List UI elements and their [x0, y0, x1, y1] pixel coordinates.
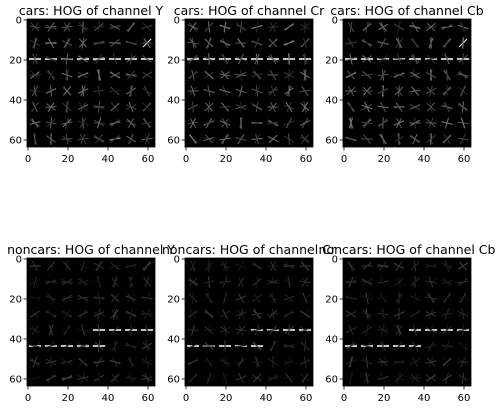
y-tick-label: 0: [174, 16, 180, 27]
y-tick-label: 0: [174, 255, 180, 266]
y-tick-label: 0: [16, 16, 22, 27]
panel-title: noncars: HOG of channel Cr: [162, 242, 337, 257]
x-tick-label: 40: [260, 154, 273, 165]
y-tick-label: 0: [16, 255, 22, 266]
hog-stroke: [131, 324, 132, 335]
y-tick-label: 40: [167, 335, 180, 346]
panel-title: cars: HOG of channel Y: [19, 3, 164, 18]
y-tick-label: 40: [167, 96, 180, 107]
panel-title: noncars: HOG of channel Y: [7, 242, 175, 257]
y-tick-label: 60: [167, 136, 180, 147]
y-tick-label: 20: [167, 295, 180, 306]
hog-image: [27, 19, 155, 147]
hog-stroke: [93, 27, 104, 28]
panel-title: cars: HOG of channel Cr: [174, 3, 325, 18]
hog-stroke: [289, 133, 290, 144]
x-tick-label: 60: [300, 393, 313, 404]
x-tick-label: 0: [183, 393, 189, 404]
y-tick-label: 60: [9, 136, 22, 147]
x-tick-label: 0: [25, 154, 31, 165]
panel-title: cars: HOG of channel Cb: [330, 3, 483, 18]
x-tick-label: 60: [142, 154, 155, 165]
hog-image: [185, 19, 313, 147]
hog-image: [343, 19, 471, 147]
hog-stroke: [289, 324, 290, 335]
y-tick-label: 60: [9, 375, 22, 386]
y-tick-label: 40: [325, 335, 338, 346]
x-tick-label: 40: [260, 393, 273, 404]
x-tick-label: 0: [25, 393, 31, 404]
y-tick-label: 20: [325, 56, 338, 67]
hog-image: [343, 258, 471, 386]
x-tick-label: 0: [183, 154, 189, 165]
hog-stroke: [45, 107, 56, 108]
hog-stroke: [51, 133, 52, 144]
panel-title: noncars: HOG of channel Cb: [319, 242, 496, 257]
x-tick-label: 20: [62, 393, 75, 404]
x-tick-label: 60: [458, 393, 471, 404]
x-tick-label: 60: [458, 154, 471, 165]
x-tick-label: 0: [341, 393, 347, 404]
y-tick-label: 60: [325, 136, 338, 147]
x-tick-label: 40: [418, 393, 431, 404]
hog-stroke: [61, 139, 72, 140]
x-tick-label: 60: [300, 154, 313, 165]
y-tick-label: 20: [9, 56, 22, 67]
x-tick-label: 0: [341, 154, 347, 165]
hog-stroke: [241, 101, 242, 112]
x-tick-label: 20: [378, 393, 391, 404]
y-tick-label: 40: [325, 96, 338, 107]
hog-stroke: [345, 282, 356, 283]
y-tick-label: 20: [325, 295, 338, 306]
x-tick-label: 20: [378, 154, 391, 165]
y-tick-label: 0: [332, 255, 338, 266]
x-tick-label: 40: [102, 154, 115, 165]
y-tick-label: 60: [167, 375, 180, 386]
y-tick-label: 40: [9, 335, 22, 346]
y-tick-label: 60: [325, 375, 338, 386]
hog-image: [185, 258, 313, 386]
x-tick-label: 20: [62, 154, 75, 165]
y-tick-label: 0: [332, 16, 338, 27]
y-tick-label: 40: [9, 96, 22, 107]
hog-stroke: [209, 53, 210, 64]
x-tick-label: 60: [142, 393, 155, 404]
x-tick-label: 20: [220, 154, 233, 165]
x-tick-label: 40: [418, 154, 431, 165]
x-tick-label: 40: [102, 393, 115, 404]
hog-stroke: [457, 362, 468, 363]
hog-image: [27, 258, 155, 386]
hog-stroke: [187, 330, 198, 331]
x-tick-label: 20: [220, 393, 233, 404]
y-tick-label: 20: [167, 56, 180, 67]
y-tick-label: 20: [9, 295, 22, 306]
hog-stroke: [283, 378, 294, 379]
hog-stroke: [415, 117, 416, 128]
